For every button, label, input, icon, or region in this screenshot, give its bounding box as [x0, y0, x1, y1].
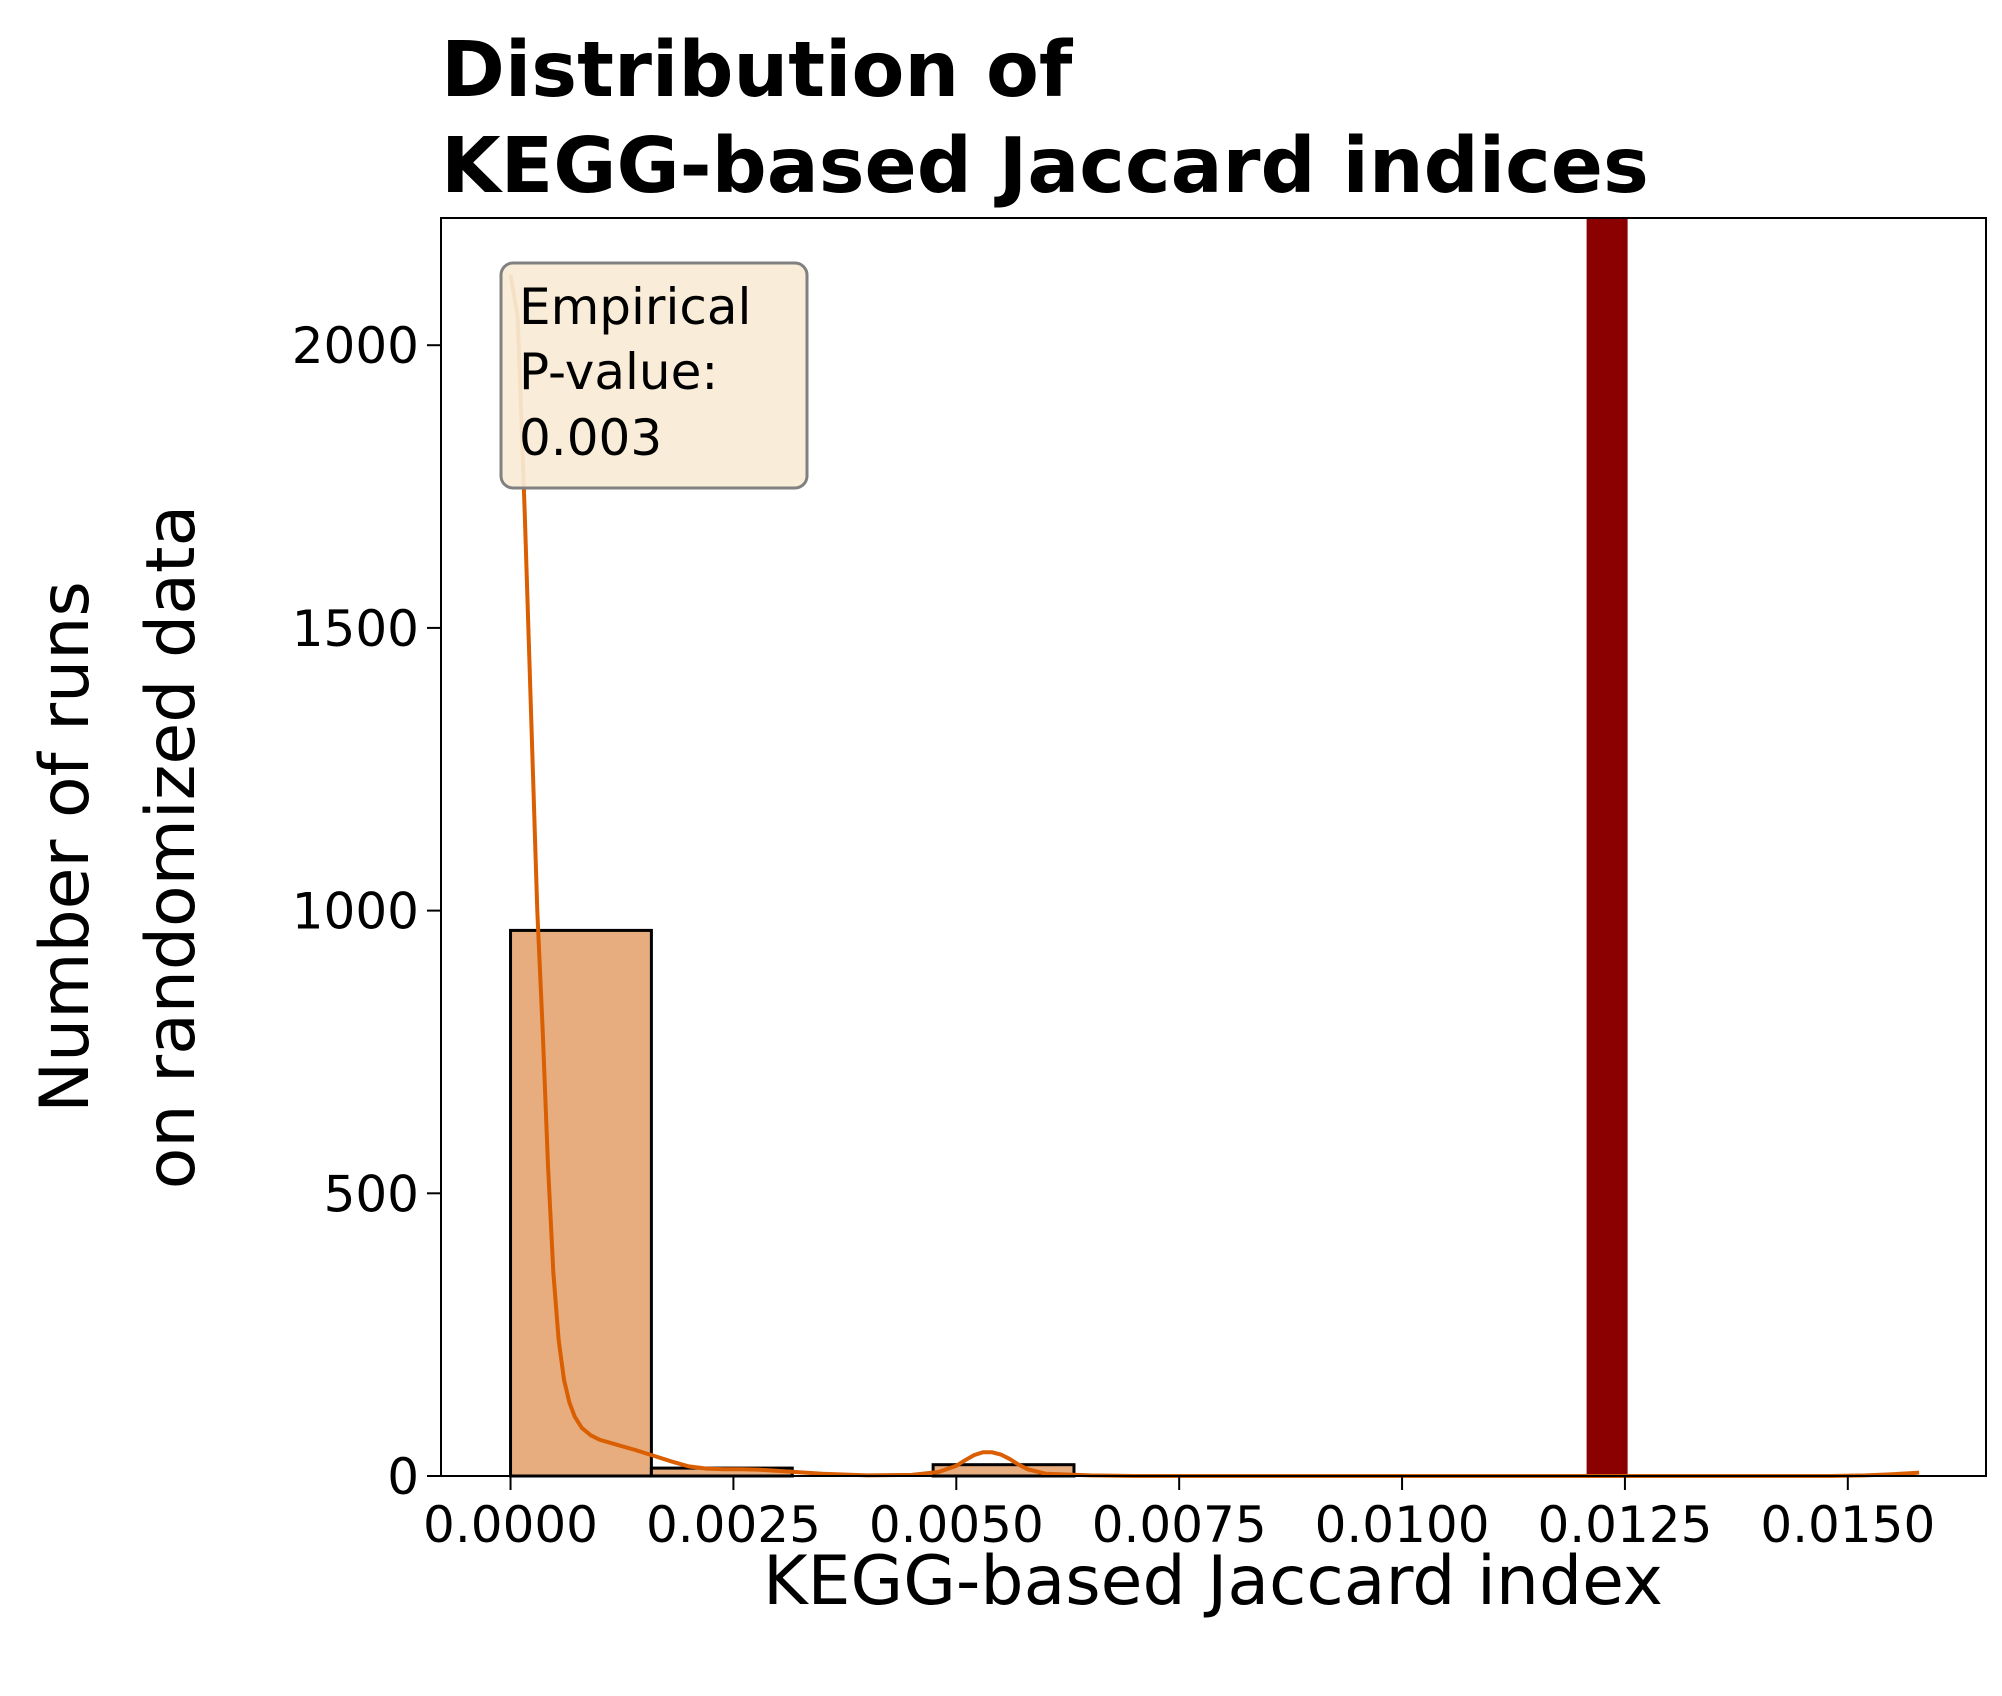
x-tick-label: 0.0150 [1760, 1496, 1935, 1554]
y-tick-label: 1000 [292, 883, 419, 941]
histogram-bars [509, 928, 1076, 1478]
x-tick-label: 0.0125 [1537, 1496, 1712, 1554]
x-tick-label: 0.0000 [423, 1496, 598, 1554]
annotation-line-1: Empirical [519, 278, 751, 336]
y-tick-label: 0 [387, 1448, 419, 1506]
y-axis-label-line-1: Number of runs [26, 581, 105, 1113]
chart-title-line-1: Distribution of [441, 26, 1074, 115]
x-tick-label: 0.0025 [646, 1496, 821, 1554]
x-axis-ticks: 0.0000 0.0025 0.0050 0.0075 0.0100 0.0125 0.01… [423, 1476, 1935, 1554]
histogram-bar-0 [509, 928, 653, 1478]
y-tick-label: 1500 [292, 600, 419, 658]
y-axis-ticks: 0 500 1000 1500 2000 [292, 317, 441, 1506]
p-value-annotation: Empirical P-value: 0.003 [499, 261, 809, 490]
y-tick-label: 500 [324, 1165, 419, 1223]
y-axis-label-line-2: on randomized data [132, 505, 211, 1189]
x-tick-label: 0.0050 [869, 1496, 1044, 1554]
annotation-box [499, 261, 809, 490]
y-tick-label: 2000 [292, 317, 419, 375]
chart-title-line-2: KEGG-based Jaccard indices [441, 122, 1649, 211]
annotation-line-3: 0.003 [519, 409, 662, 467]
annotation-line-2: P-value: [519, 343, 718, 401]
x-axis-label: KEGG-based Jaccard index [763, 1542, 1663, 1621]
x-tick-label: 0.0075 [1092, 1496, 1267, 1554]
x-tick-label: 0.0100 [1315, 1496, 1490, 1554]
plot-frame [440, 217, 1987, 1477]
